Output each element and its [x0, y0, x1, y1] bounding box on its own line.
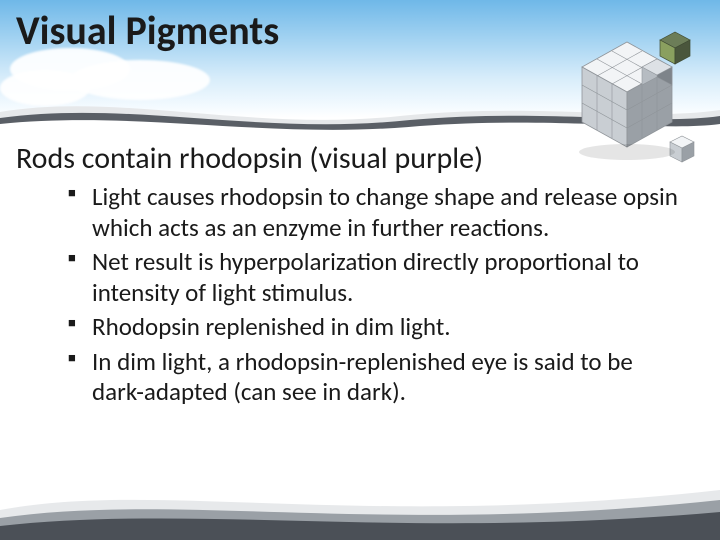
cube-graphic-icon	[552, 12, 702, 172]
slide: Visual Pigments Rods contain rhodopsin (…	[0, 0, 720, 540]
bullet-item: In dim light, a rhodopsin-replenished ey…	[68, 347, 690, 408]
slide-title: Visual Pigments	[16, 6, 279, 55]
slide-subtitle: Rods contain rhodopsin (visual purple)	[16, 140, 483, 177]
cloud-decor	[70, 60, 210, 100]
bullet-item: Light causes rhodopsin to change shape a…	[68, 182, 690, 243]
bullet-list: Light causes rhodopsin to change shape a…	[68, 182, 690, 412]
bullet-item: Net result is hyperpolarization directly…	[68, 247, 690, 308]
bullet-item: Rhodopsin replenished in dim light.	[68, 312, 690, 343]
cloud-decor	[0, 70, 90, 106]
footer-swoosh	[0, 470, 720, 540]
